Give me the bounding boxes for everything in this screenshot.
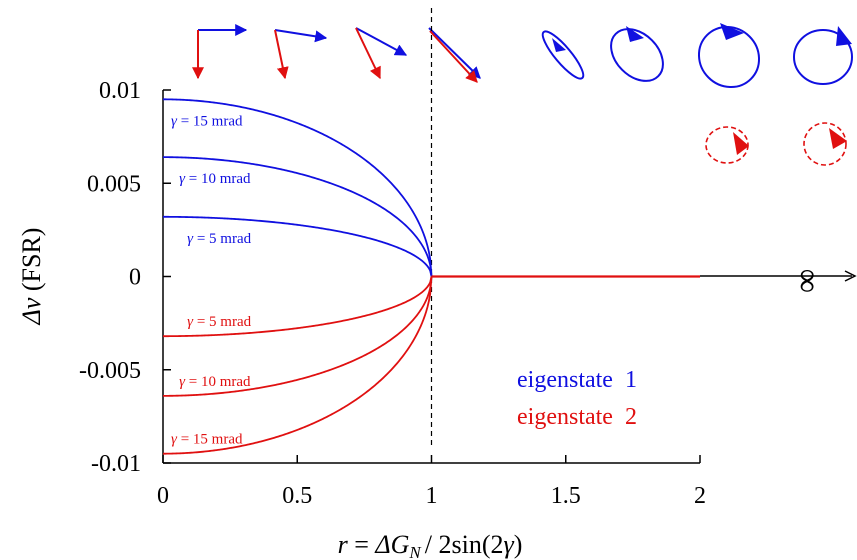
linear-polarization-pair-1 xyxy=(192,24,248,80)
legend: eigenstate 1 eigenstate 2 xyxy=(517,367,637,430)
y-tick-label: 0.01 xyxy=(99,78,141,104)
series-label: γ = 15 mrad xyxy=(171,113,243,129)
x-axis-title: r = ΔGN/ 2sin(2γ) xyxy=(338,530,523,560)
series-label: γ = 10 mrad xyxy=(179,374,251,390)
series-line-2-5mrad xyxy=(163,276,433,338)
polarization-state-insets xyxy=(192,23,853,166)
infinity-label: ∞ xyxy=(788,269,825,293)
y-label-delta: Δ xyxy=(17,309,46,325)
linear-polarization-pair-4 xyxy=(428,27,481,83)
x-tick-label: 0.5 xyxy=(282,483,312,509)
elliptical-polarization-blue-2 xyxy=(610,26,664,82)
series-line-2-15mrad xyxy=(162,276,433,455)
series-line-1-5mrad xyxy=(163,215,433,277)
series-line-2-10mrad xyxy=(163,276,433,397)
series-line-1-15mrad xyxy=(162,98,433,277)
series-label: γ = 5 mrad xyxy=(187,314,251,330)
elliptical-polarization-blue-1 xyxy=(541,30,585,80)
x-tick-label: 2 xyxy=(694,483,706,509)
linear-polarization-pair-2 xyxy=(274,29,328,80)
x-tick-label: 1.5 xyxy=(551,483,581,509)
y-ticks: 0.01 0.005 0 -0.005 -0.01 xyxy=(79,78,171,477)
series-curves xyxy=(162,98,433,455)
legend-entry-1: eigenstate 1 xyxy=(517,367,637,393)
series-label: γ = 10 mrad xyxy=(179,171,251,187)
series-line-1-10mrad xyxy=(163,156,433,277)
series-label: γ = 15 mrad xyxy=(171,432,243,448)
x-tick-label: 0 xyxy=(157,483,169,509)
y-tick-label: -0.01 xyxy=(91,451,141,477)
y-label-unit: (FSR) xyxy=(17,228,46,298)
y-tick-label: -0.005 xyxy=(79,358,141,384)
linear-polarization-pair-3 xyxy=(355,27,408,80)
legend-entry-2: eigenstate 2 xyxy=(517,404,637,430)
x-tick-label: 1 xyxy=(426,483,438,509)
y-tick-label: 0 xyxy=(129,265,141,291)
y-tick-label: 0.005 xyxy=(87,171,141,197)
series-label: γ = 5 mrad xyxy=(187,231,251,247)
svg-text:Δν (FSR): Δν (FSR) xyxy=(17,228,46,326)
elliptical-polarization-blue-4 xyxy=(793,26,853,85)
series-labels: γ = 15 mrad γ = 10 mrad γ = 5 mrad γ = 5 mr… xyxy=(171,113,252,447)
x-ticks: 0 0.5 1 1.5 2 xyxy=(157,455,706,509)
y-axis-title: Δν (FSR) xyxy=(17,228,46,326)
zero-axis-arrowhead xyxy=(844,270,857,282)
elliptical-polarization-red-1 xyxy=(705,126,749,164)
elliptical-polarization-blue-3 xyxy=(697,23,761,89)
elliptical-polarization-red-2 xyxy=(803,122,847,166)
y-label-nu: ν xyxy=(17,297,46,309)
